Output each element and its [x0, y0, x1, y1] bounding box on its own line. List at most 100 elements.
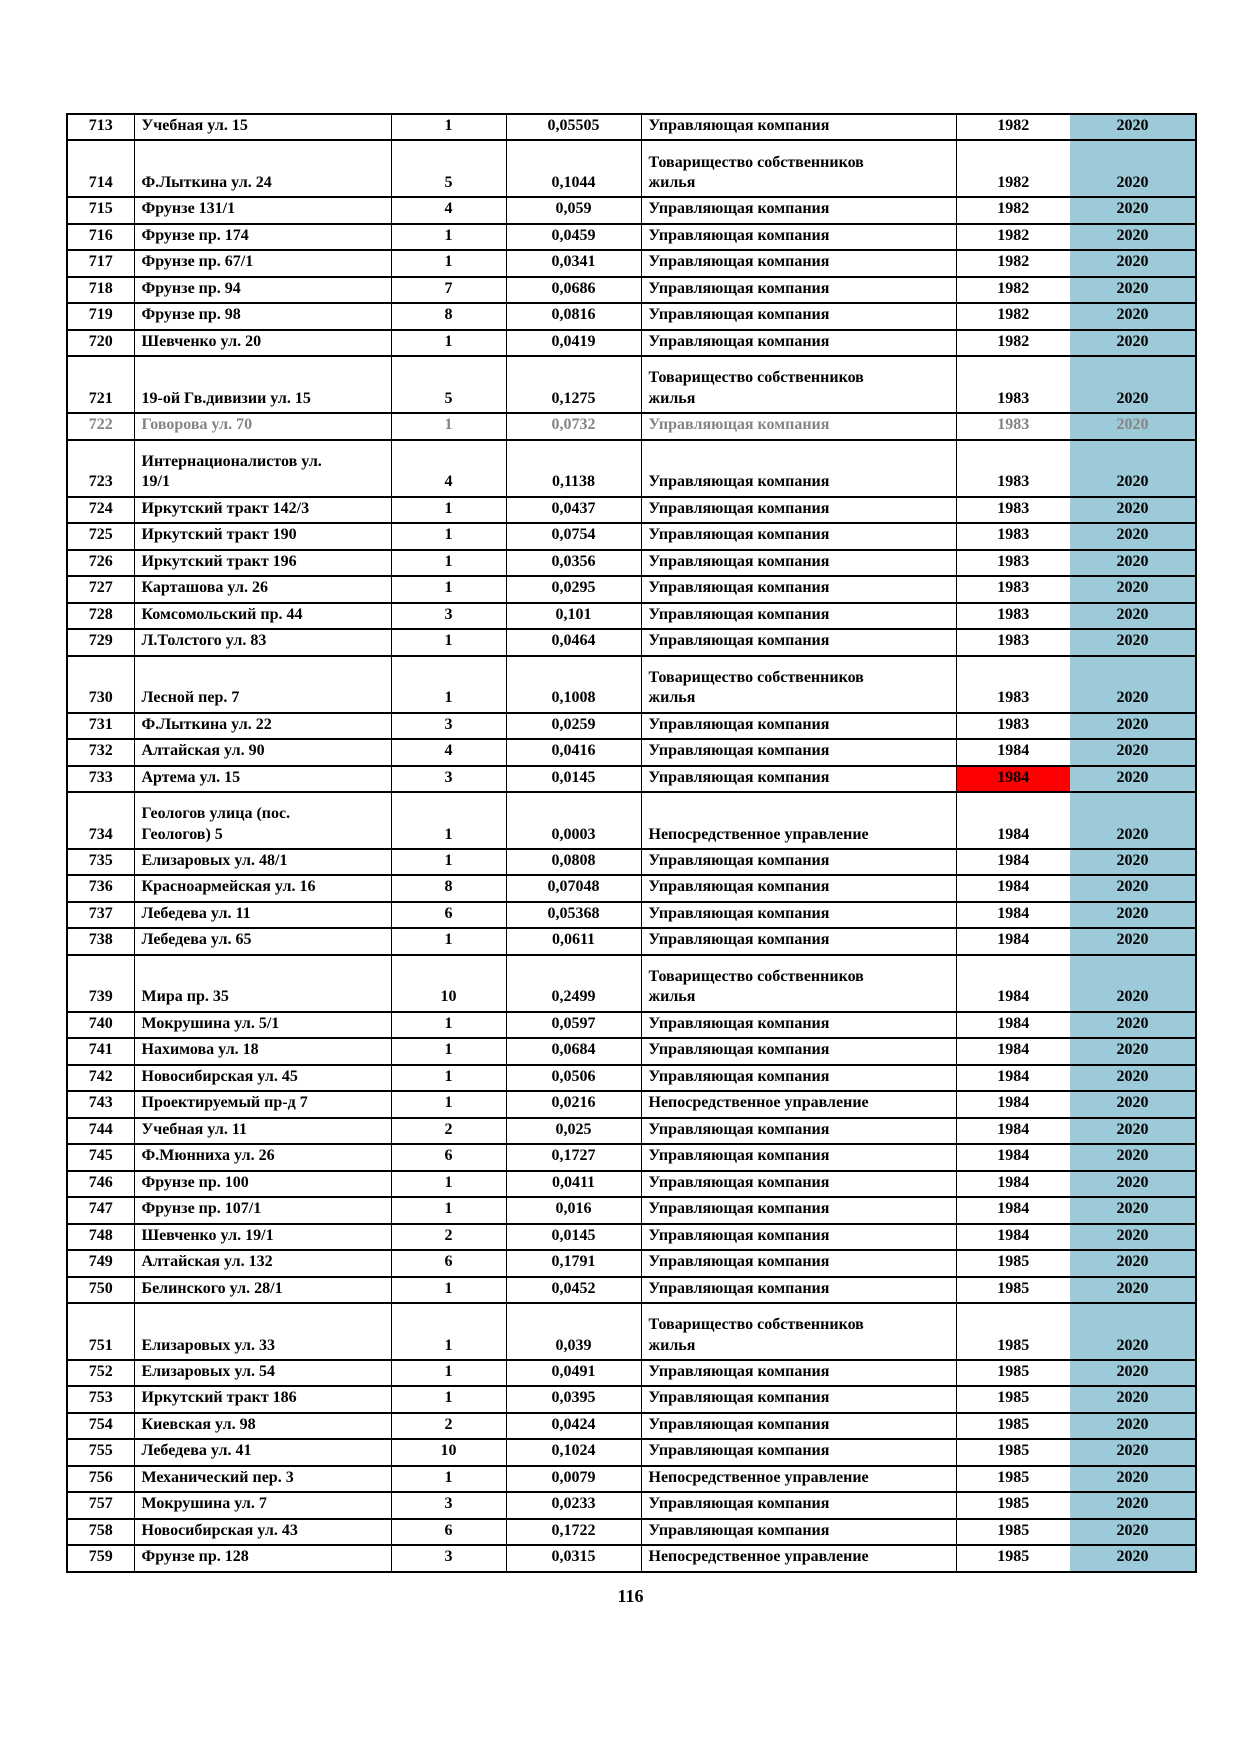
cell-count: 1 — [390, 1385, 507, 1414]
cell-share: 0,0459 — [505, 222, 642, 252]
cell-share: 0,0611 — [505, 927, 642, 956]
cell-address: Алтайская ул. 132 — [133, 1249, 392, 1278]
table-row: 737 Лебедева ул. 11 6 0,05368 Управляющая ко… — [66, 900, 1197, 930]
cell-num: 749 — [66, 1249, 135, 1278]
cell-year: 1985 — [955, 1385, 1070, 1414]
cell-address: Шевченко ул. 19/1 — [133, 1222, 392, 1252]
table-row: 740 Мокрушина ул. 5/1 1 0,0597 Управляющая к… — [66, 1010, 1197, 1040]
cell-management: Управляющая компания — [640, 275, 957, 305]
cell-share: 0,0233 — [505, 1491, 642, 1520]
cell-address: Механический пер. 3 — [133, 1464, 392, 1494]
cell-num: 743 — [66, 1090, 135, 1119]
cell-year2: 2020 — [1070, 1249, 1197, 1278]
cell-num: 718 — [66, 275, 135, 305]
cell-address: Иркутский тракт 186 — [133, 1385, 392, 1414]
cell-share: 0,0686 — [505, 275, 642, 305]
cell-share: 0,0732 — [505, 412, 642, 441]
table-row: 758 Новосибирская ул. 43 6 0,1722 Управляюща… — [66, 1517, 1197, 1547]
cell-num: 717 — [66, 249, 135, 278]
cell-management: Товарищество собственников жилья — [640, 1302, 957, 1361]
cell-count: 1 — [390, 222, 507, 252]
cell-count: 2 — [390, 1411, 507, 1441]
cell-share: 0,1024 — [505, 1438, 642, 1467]
table-row: 739 Мира пр. 35 10 0,2499 Товарищество собст… — [66, 953, 1197, 1013]
cell-num: 739 — [66, 953, 135, 1013]
cell-num: 755 — [66, 1438, 135, 1467]
cell-year: 1983 — [955, 628, 1070, 657]
cell-management: Управляющая компания — [640, 548, 957, 578]
cell-address: Елизаровых ул. 48/1 — [133, 847, 392, 877]
cell-num: 748 — [66, 1222, 135, 1252]
cell-count: 1 — [390, 1037, 507, 1066]
cell-management: Управляющая компания — [640, 601, 957, 631]
cell-share: 0,1722 — [505, 1517, 642, 1547]
cell-year: 1982 — [955, 302, 1070, 331]
table-row: 742 Новосибирская ул. 45 1 0,0506 Управляюща… — [66, 1063, 1197, 1093]
cell-count: 1 — [390, 328, 507, 358]
cell-year2: 2020 — [1070, 711, 1197, 741]
cell-count: 3 — [390, 711, 507, 741]
cell-num: 732 — [66, 738, 135, 767]
cell-year: 1983 — [955, 355, 1070, 415]
cell-address: Интернационалистов ул. 19/1 — [133, 438, 392, 498]
cell-count: 3 — [390, 601, 507, 631]
cell-share: 0,2499 — [505, 953, 642, 1013]
cell-year: 1984 — [955, 953, 1070, 1013]
cell-year2: 2020 — [1070, 738, 1197, 767]
table-row: 719 Фрунзе пр. 98 8 0,0816 Управляющая компа… — [66, 302, 1197, 331]
cell-share: 0,1008 — [505, 654, 642, 714]
cell-num: 735 — [66, 847, 135, 877]
cell-year2: 2020 — [1070, 874, 1197, 903]
cell-count: 1 — [390, 1275, 507, 1305]
cell-num: 720 — [66, 328, 135, 358]
cell-management: Товарищество собственников жилья — [640, 139, 957, 199]
cell-share: 0,0145 — [505, 764, 642, 793]
cell-num: 724 — [66, 495, 135, 525]
cell-year: 1984 — [955, 1063, 1070, 1093]
cell-count: 3 — [390, 1544, 507, 1573]
cell-management: Управляющая компания — [640, 628, 957, 657]
cell-count: 1 — [390, 522, 507, 551]
cell-management: Непосредственное управление — [640, 790, 957, 850]
cell-address: Фрунзе пр. 98 — [133, 302, 392, 331]
table-row: 713 Учебная ул. 15 1 0,05505 Управляющая ком… — [66, 112, 1197, 142]
cell-num: 736 — [66, 874, 135, 903]
cell-management: Управляющая компания — [640, 1222, 957, 1252]
cell-management: Управляющая компания — [640, 249, 957, 278]
cell-year: 1983 — [955, 575, 1070, 604]
cell-year: 1982 — [955, 112, 1070, 142]
cell-address: Иркутский тракт 190 — [133, 522, 392, 551]
cell-year2: 2020 — [1070, 654, 1197, 714]
cell-count: 1 — [390, 249, 507, 278]
cell-management: Непосредственное управление — [640, 1464, 957, 1494]
cell-year: 1985 — [955, 1491, 1070, 1520]
cell-share: 0,0506 — [505, 1063, 642, 1093]
cell-share: 0,0419 — [505, 328, 642, 358]
cell-share: 0,0684 — [505, 1037, 642, 1066]
cell-management: Управляющая компания — [640, 412, 957, 441]
cell-address: Учебная ул. 15 — [133, 112, 392, 142]
table-row: 728 Комсомольский пр. 44 3 0,101 Управляющая… — [66, 601, 1197, 631]
cell-year2: 2020 — [1070, 112, 1197, 142]
cell-year: 1984 — [955, 738, 1070, 767]
cell-num: 756 — [66, 1464, 135, 1494]
cell-num: 733 — [66, 764, 135, 793]
cell-year2: 2020 — [1070, 764, 1197, 793]
cell-year2: 2020 — [1070, 927, 1197, 956]
cell-share: 0,0216 — [505, 1090, 642, 1119]
table-row: 746 Фрунзе пр. 100 1 0,0411 Управляющая комп… — [66, 1169, 1197, 1199]
cell-share: 0,059 — [505, 196, 642, 225]
page-number: 116 — [617, 1586, 644, 1606]
table-row: 748 Шевченко ул. 19/1 2 0,0145 Управляющая к… — [66, 1222, 1197, 1252]
cell-num: 753 — [66, 1385, 135, 1414]
cell-count: 1 — [390, 575, 507, 604]
table-row: 725 Иркутский тракт 190 1 0,0754 Управляющая… — [66, 522, 1197, 551]
cell-management: Товарищество собственников жилья — [640, 953, 957, 1013]
cell-count: 4 — [390, 196, 507, 225]
cell-address: Лесной пер. 7 — [133, 654, 392, 714]
cell-num: 721 — [66, 355, 135, 415]
cell-num: 723 — [66, 438, 135, 498]
cell-management: Управляющая компания — [640, 927, 957, 956]
cell-address: Геологов улица (пос. Геологов) 5 — [133, 790, 392, 850]
cell-num: 746 — [66, 1169, 135, 1199]
